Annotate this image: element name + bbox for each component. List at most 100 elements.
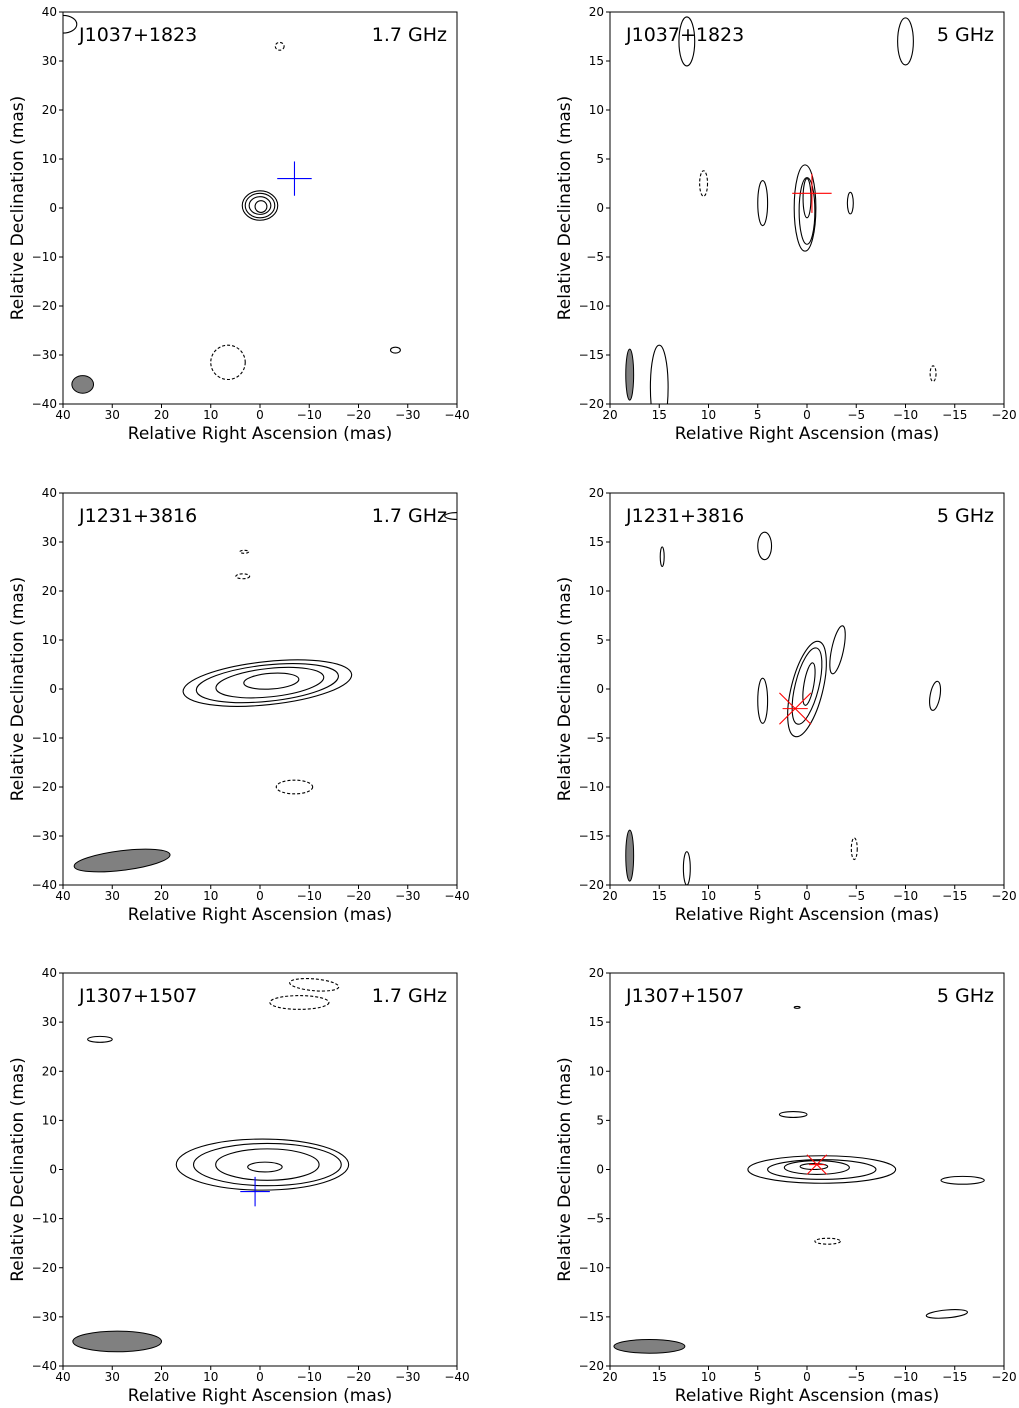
x-axis-label: Relative Right Ascension (mas) bbox=[675, 905, 939, 925]
y-tick-label: 30 bbox=[42, 54, 57, 68]
y-tick-label: 20 bbox=[589, 486, 604, 500]
contour-level bbox=[243, 672, 300, 690]
y-tick-label: −10 bbox=[579, 780, 604, 794]
x-tick-label: 20 bbox=[602, 889, 617, 903]
frequency-label: 1.7 GHz bbox=[372, 985, 447, 1007]
negative-contour bbox=[235, 573, 251, 580]
contour-level bbox=[747, 1155, 897, 1184]
y-tick-label: 10 bbox=[42, 633, 57, 647]
source-name: J1307+1507 bbox=[78, 985, 197, 1007]
contour-level bbox=[802, 662, 816, 706]
y-tick-label: 0 bbox=[596, 1163, 604, 1177]
y-tick-label: −20 bbox=[579, 1359, 604, 1373]
position-marker bbox=[779, 692, 812, 725]
x-tick-label: −5 bbox=[847, 889, 865, 903]
contour-level bbox=[215, 1148, 320, 1181]
y-tick-label: −30 bbox=[32, 348, 57, 362]
contour-level bbox=[757, 677, 769, 724]
x-tick-label: −15 bbox=[942, 408, 967, 422]
contour-level bbox=[783, 1160, 850, 1175]
source-name: J1231+3816 bbox=[78, 505, 197, 527]
y-tick-label: −30 bbox=[32, 1310, 57, 1324]
contour-level bbox=[799, 1163, 829, 1171]
x-tick-label: 0 bbox=[256, 889, 264, 903]
x-tick-label: −10 bbox=[297, 889, 322, 903]
plot-frame bbox=[62, 11, 458, 405]
y-tick-label: 20 bbox=[589, 5, 604, 19]
plot-area bbox=[73, 512, 457, 873]
y-axis-label: Relative Declination (mas) bbox=[8, 1057, 28, 1282]
x-tick-label: 5 bbox=[754, 889, 762, 903]
negative-contour bbox=[274, 41, 285, 51]
negative-contour bbox=[699, 170, 709, 197]
negative-contour bbox=[814, 1237, 842, 1245]
x-tick-label: 30 bbox=[105, 408, 120, 422]
contour-level bbox=[678, 16, 696, 67]
contour-level bbox=[192, 1142, 342, 1187]
x-axis-label: Relative Right Ascension (mas) bbox=[675, 424, 939, 444]
contour-level bbox=[802, 178, 812, 219]
x-tick-label: −10 bbox=[297, 408, 322, 422]
x-tick-label: −10 bbox=[893, 889, 918, 903]
y-tick-label: 10 bbox=[42, 1113, 57, 1127]
y-tick-label: 30 bbox=[42, 535, 57, 549]
y-tick-label: −10 bbox=[579, 299, 604, 313]
source-name: J1231+3816 bbox=[625, 505, 744, 527]
y-tick-label: 15 bbox=[589, 535, 604, 549]
contour-level bbox=[195, 663, 339, 704]
contour-level bbox=[787, 640, 827, 738]
y-tick-label: 10 bbox=[589, 584, 604, 598]
panel-0: 40 30 20 10 0 −10 −20 −30 −40 −40 −30 −20 −10 0 10 20 30… bbox=[8, 5, 470, 444]
negative-contour bbox=[269, 995, 330, 1010]
contour-level bbox=[829, 625, 846, 675]
x-tick-label: −30 bbox=[395, 408, 420, 422]
x-tick-label: 0 bbox=[256, 1370, 264, 1384]
y-tick-label: 15 bbox=[589, 1015, 604, 1029]
y-tick-label: 0 bbox=[49, 682, 57, 696]
x-tick-label: 20 bbox=[602, 408, 617, 422]
plot-frame bbox=[62, 972, 458, 1367]
x-tick-label: 0 bbox=[803, 408, 811, 422]
negative-contour bbox=[289, 977, 340, 992]
y-axis-label: Relative Declination (mas) bbox=[8, 577, 28, 802]
position-marker bbox=[240, 1176, 270, 1207]
contour-level bbox=[929, 680, 942, 711]
contour-level bbox=[846, 191, 854, 215]
x-tick-label: 15 bbox=[652, 889, 667, 903]
x-tick-label: 20 bbox=[154, 1370, 169, 1384]
x-tick-label: 5 bbox=[754, 1370, 762, 1384]
source-name: J1037+1823 bbox=[625, 24, 744, 46]
contour-level bbox=[791, 647, 823, 725]
beam-ellipse bbox=[71, 375, 95, 394]
y-tick-label: 10 bbox=[589, 103, 604, 117]
x-tick-label: 10 bbox=[203, 889, 218, 903]
x-tick-label: 40 bbox=[55, 408, 70, 422]
x-tick-label: 20 bbox=[154, 408, 169, 422]
beam-ellipse bbox=[625, 348, 635, 401]
x-axis-label: Relative Right Ascension (mas) bbox=[128, 905, 392, 925]
plot-area bbox=[63, 14, 401, 394]
panel-4: 40 30 20 10 0 −10 −20 −30 −40 −40 −30 −20 −10 0 10 20 30… bbox=[8, 966, 470, 1406]
beam-ellipse bbox=[73, 848, 171, 873]
x-tick-label: 40 bbox=[55, 1370, 70, 1384]
y-tick-label: 0 bbox=[596, 201, 604, 215]
position-marker bbox=[792, 173, 832, 213]
beam-ellipse bbox=[625, 829, 635, 882]
x-tick-label: −20 bbox=[991, 1370, 1016, 1384]
plot-area bbox=[625, 531, 942, 885]
y-axis-label: Relative Declination (mas) bbox=[555, 1057, 575, 1282]
x-tick-label: 15 bbox=[652, 1370, 667, 1384]
y-tick-label: −10 bbox=[32, 250, 57, 264]
y-tick-label: −5 bbox=[586, 731, 604, 745]
contour-level bbox=[444, 512, 457, 521]
contour-level bbox=[778, 1110, 808, 1118]
y-tick-label: 0 bbox=[49, 1163, 57, 1177]
x-tick-label: −5 bbox=[847, 408, 865, 422]
panel-2: 40 30 20 10 0 −10 −20 −30 −40 −40 −30 −20 −10 0 10 20 30… bbox=[8, 486, 470, 925]
contour-level bbox=[757, 180, 769, 227]
y-tick-label: 0 bbox=[49, 201, 57, 215]
x-tick-label: 0 bbox=[803, 1370, 811, 1384]
x-tick-label: −40 bbox=[444, 1370, 469, 1384]
contour-level bbox=[757, 531, 773, 561]
y-tick-label: −40 bbox=[32, 397, 57, 411]
